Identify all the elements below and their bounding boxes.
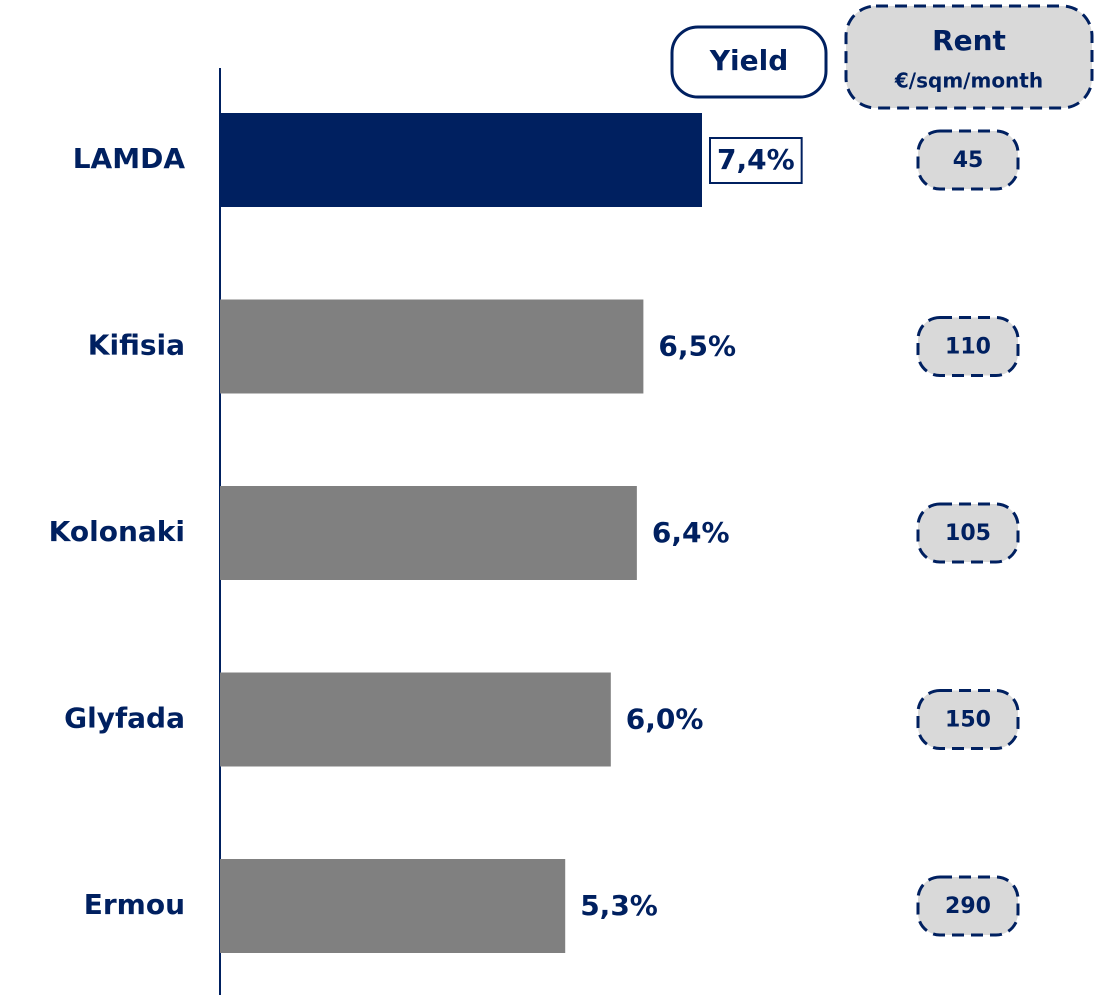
rent-value: 110 <box>945 335 991 360</box>
yield-header: Yield <box>709 44 789 77</box>
category-label: Glyfada <box>64 702 185 735</box>
value-label-box <box>709 137 803 184</box>
rent-unit: €/sqm/month <box>894 69 1043 93</box>
rent-pill <box>916 316 1020 377</box>
yield-header-box <box>670 25 828 99</box>
value-label: 6,0% <box>626 703 704 736</box>
bar <box>220 672 611 767</box>
category-label: Ermou <box>84 888 185 921</box>
value-label: 6,5% <box>658 330 736 363</box>
category-label: Kifisia <box>88 329 185 362</box>
bar <box>220 299 644 394</box>
rent-value: 45 <box>953 148 984 173</box>
rent-pill <box>916 129 1020 191</box>
rent-header: Rent <box>932 24 1006 57</box>
rent-pill <box>916 502 1020 564</box>
category-label: LAMDA <box>73 142 186 175</box>
value-label: 7,4% <box>717 143 795 176</box>
bar <box>220 113 702 207</box>
bar <box>220 859 566 953</box>
category-label: Kolonaki <box>49 515 185 548</box>
rent-header-box <box>844 4 1094 110</box>
bar <box>220 486 637 580</box>
rent-value: 105 <box>945 521 991 546</box>
rent-pill <box>916 875 1020 937</box>
rent-value: 290 <box>945 894 991 919</box>
rent-value: 150 <box>945 708 991 733</box>
rent-pill <box>916 689 1020 750</box>
value-label: 6,4% <box>652 516 730 549</box>
value-label: 5,3% <box>580 889 658 922</box>
